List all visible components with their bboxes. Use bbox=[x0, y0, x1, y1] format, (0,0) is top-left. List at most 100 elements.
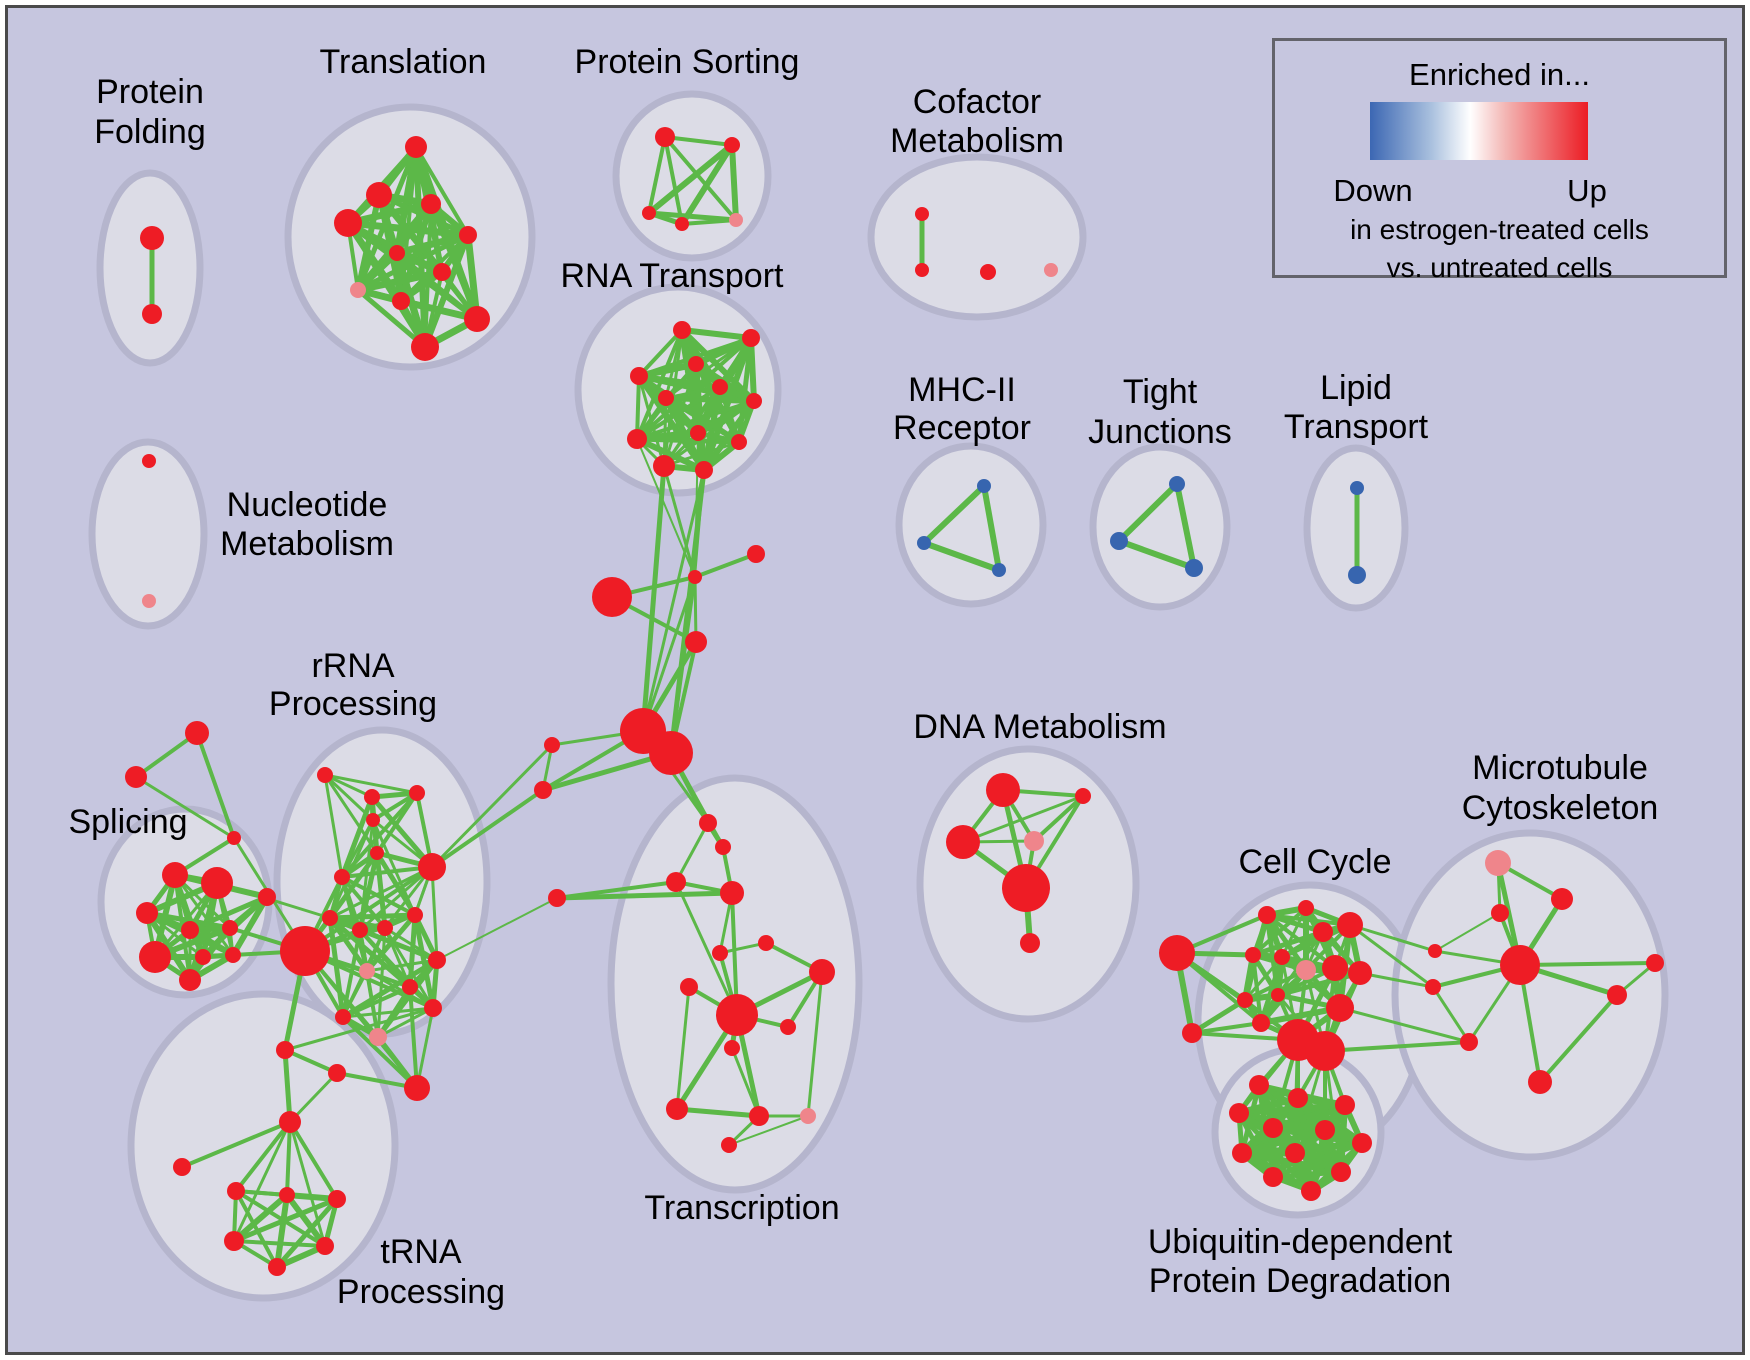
node-rrna-7[interactable] bbox=[322, 910, 338, 926]
node-rna_transport-0[interactable] bbox=[673, 321, 691, 339]
node-stem-1[interactable] bbox=[328, 1064, 346, 1082]
node-splicing-1[interactable] bbox=[201, 867, 233, 899]
node-protein_folding-1[interactable] bbox=[142, 304, 162, 324]
node-rna_transport-7[interactable] bbox=[627, 429, 647, 449]
node-dna_metabolism-2[interactable] bbox=[946, 825, 980, 859]
node-ubiquitin-9[interactable] bbox=[1263, 1167, 1283, 1187]
node-translation-5[interactable] bbox=[389, 245, 405, 261]
node-microtubule-9[interactable] bbox=[1460, 1033, 1478, 1051]
node-rrna-1[interactable] bbox=[364, 789, 380, 805]
node-cell_cycle-12[interactable] bbox=[1271, 988, 1285, 1002]
node-cell_cycle-6[interactable] bbox=[1245, 947, 1261, 963]
node-stem-2[interactable] bbox=[279, 1111, 301, 1133]
node-dna_metabolism-3[interactable] bbox=[1024, 831, 1044, 851]
node-nucleotide-1[interactable] bbox=[142, 594, 156, 608]
node-cell_cycle-8[interactable] bbox=[1296, 960, 1316, 980]
node-rrna-4[interactable] bbox=[370, 846, 384, 860]
node-rrna-2[interactable] bbox=[409, 785, 425, 801]
node-ubiquitin-4[interactable] bbox=[1263, 1118, 1283, 1138]
node-microtubule-8[interactable] bbox=[1528, 1070, 1552, 1094]
node-connector-1[interactable] bbox=[747, 545, 765, 563]
node-microtubule-5[interactable] bbox=[1500, 945, 1540, 985]
node-dna_metabolism-5[interactable] bbox=[1020, 933, 1040, 953]
node-transcription-8[interactable] bbox=[716, 994, 758, 1036]
node-transcription-11[interactable] bbox=[666, 1098, 688, 1120]
node-dna_metabolism-4[interactable] bbox=[1002, 864, 1050, 912]
node-cell_cycle-10[interactable] bbox=[1348, 961, 1372, 985]
node-protein_sorting-4[interactable] bbox=[729, 213, 743, 227]
node-triangle-0[interactable] bbox=[185, 721, 209, 745]
node-cell_cycle-4[interactable] bbox=[1313, 922, 1333, 942]
node-rrna-6[interactable] bbox=[418, 853, 446, 881]
node-nucleotide-0[interactable] bbox=[142, 454, 156, 468]
node-dna_metabolism-1[interactable] bbox=[1075, 788, 1091, 804]
node-transcription-2[interactable] bbox=[666, 872, 686, 892]
node-tight_junctions-2[interactable] bbox=[1185, 559, 1203, 577]
node-transcription-6[interactable] bbox=[809, 959, 835, 985]
node-ubiquitin-1[interactable] bbox=[1288, 1088, 1308, 1108]
node-splicing-7[interactable] bbox=[179, 969, 201, 991]
node-ubiquitin-0[interactable] bbox=[1249, 1075, 1269, 1095]
node-rrna-9[interactable] bbox=[377, 920, 393, 936]
node-ubiquitin-10[interactable] bbox=[1331, 1162, 1351, 1182]
node-connector-5[interactable] bbox=[649, 731, 693, 775]
node-transcription-14[interactable] bbox=[721, 1137, 737, 1153]
node-cell_cycle-0[interactable] bbox=[1159, 935, 1195, 971]
node-rrna-13[interactable] bbox=[428, 951, 446, 969]
node-rna_transport-9[interactable] bbox=[731, 434, 747, 450]
node-connector-0[interactable] bbox=[688, 570, 702, 584]
node-transcription-4[interactable] bbox=[712, 945, 728, 961]
node-connector-8[interactable] bbox=[548, 889, 566, 907]
node-connector-2[interactable] bbox=[592, 577, 632, 617]
node-trna-1[interactable] bbox=[279, 1187, 295, 1203]
node-microtubule-4[interactable] bbox=[1425, 979, 1441, 995]
node-rrna-18[interactable] bbox=[335, 1009, 351, 1025]
node-rrna-12[interactable] bbox=[359, 963, 375, 979]
node-trna-4[interactable] bbox=[316, 1237, 334, 1255]
node-microtubule-2[interactable] bbox=[1491, 904, 1509, 922]
node-translation-3[interactable] bbox=[334, 209, 362, 237]
node-splicing-4[interactable] bbox=[222, 920, 238, 936]
node-cell_cycle-3[interactable] bbox=[1298, 900, 1314, 916]
node-rna_transport-6[interactable] bbox=[746, 393, 762, 409]
node-microtubule-1[interactable] bbox=[1551, 888, 1573, 910]
node-rrna-17[interactable] bbox=[404, 1075, 430, 1101]
node-translation-8[interactable] bbox=[392, 292, 410, 310]
node-tight_junctions-1[interactable] bbox=[1110, 532, 1128, 550]
node-translation-6[interactable] bbox=[433, 263, 451, 281]
node-ubiquitin-11[interactable] bbox=[1301, 1181, 1321, 1201]
node-lipid_transport-0[interactable] bbox=[1350, 481, 1364, 495]
node-cell_cycle-11[interactable] bbox=[1237, 992, 1253, 1008]
node-ubiquitin-8[interactable] bbox=[1285, 1143, 1305, 1163]
node-rna_transport-4[interactable] bbox=[712, 379, 728, 395]
node-connector-7[interactable] bbox=[534, 781, 552, 799]
node-mhc-2[interactable] bbox=[992, 563, 1006, 577]
node-transcription-12[interactable] bbox=[749, 1106, 769, 1126]
node-splicing-0[interactable] bbox=[162, 862, 188, 888]
node-stem-0[interactable] bbox=[276, 1041, 294, 1059]
node-rna_transport-5[interactable] bbox=[658, 390, 674, 406]
node-rna_transport-11[interactable] bbox=[695, 461, 713, 479]
node-splicing-2[interactable] bbox=[136, 902, 158, 924]
node-protein_sorting-0[interactable] bbox=[655, 127, 675, 147]
node-microtubule-6[interactable] bbox=[1607, 985, 1627, 1005]
node-rrna-8[interactable] bbox=[352, 922, 368, 938]
node-protein_sorting-2[interactable] bbox=[642, 206, 656, 220]
node-transcription-5[interactable] bbox=[758, 935, 774, 951]
node-cell_cycle-1[interactable] bbox=[1182, 1023, 1202, 1043]
node-rrna-5[interactable] bbox=[334, 869, 350, 885]
node-cell_cycle-16[interactable] bbox=[1305, 1031, 1345, 1071]
node-splicing-8[interactable] bbox=[225, 947, 241, 963]
node-translation-7[interactable] bbox=[350, 282, 366, 298]
node-connector-6[interactable] bbox=[544, 737, 560, 753]
node-cofactor-2[interactable] bbox=[980, 264, 996, 280]
node-protein_folding-0[interactable] bbox=[140, 226, 164, 250]
node-mhc-1[interactable] bbox=[917, 536, 931, 550]
node-rrna-11[interactable] bbox=[280, 926, 330, 976]
node-microtubule-3[interactable] bbox=[1428, 944, 1442, 958]
node-protein_sorting-1[interactable] bbox=[724, 137, 740, 153]
node-cofactor-0[interactable] bbox=[915, 207, 929, 221]
node-protein_sorting-3[interactable] bbox=[675, 217, 689, 231]
node-rna_transport-8[interactable] bbox=[690, 425, 706, 441]
node-rrna-16[interactable] bbox=[369, 1028, 387, 1046]
